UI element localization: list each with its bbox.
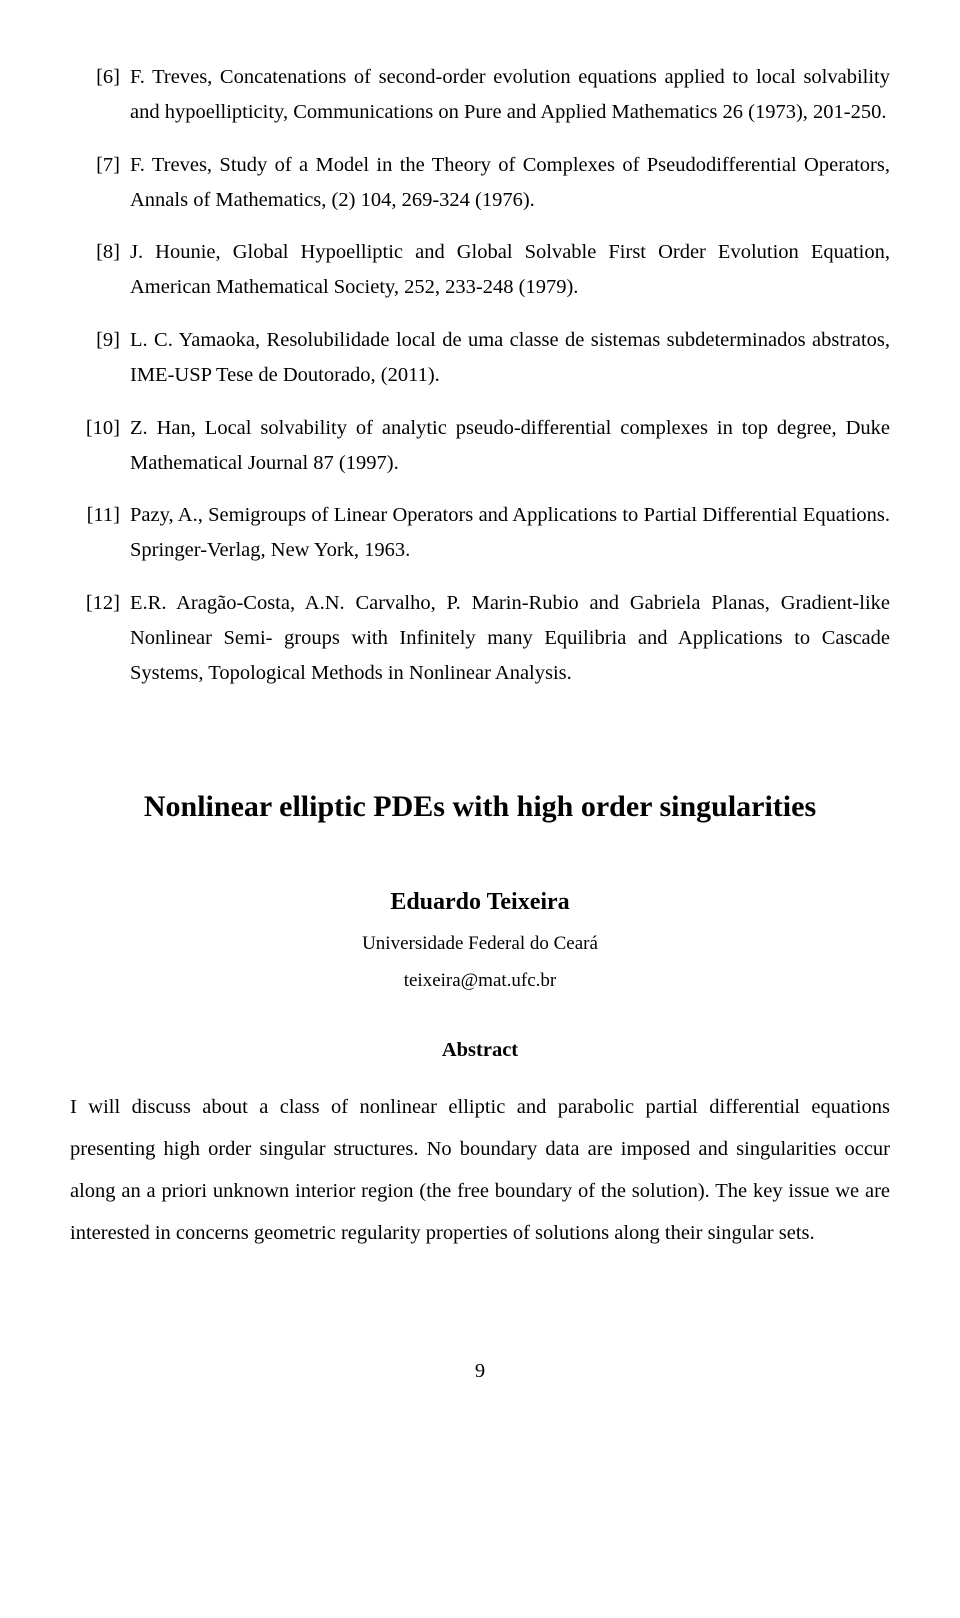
abstract-text: I will discuss about a class of nonlinea… [70, 1096, 890, 1244]
reference-text: F. Treves, Study of a Model in the Theor… [130, 148, 890, 218]
reference-text: Pazy, A., Semigroups of Linear Operators… [130, 498, 890, 568]
reference-text: E.R. Aragão-Costa, A.N. Carvalho, P. Mar… [130, 586, 890, 691]
reference-label: [9] [70, 323, 130, 393]
reference-item: [10] Z. Han, Local solvability of analyt… [70, 411, 890, 481]
reference-label: [10] [70, 411, 130, 481]
article-affiliation: Universidade Federal do Ceará [70, 928, 890, 960]
reference-item: [6] F. Treves, Concatenations of second-… [70, 60, 890, 130]
abstract-heading: Abstract [70, 1033, 890, 1068]
reference-label: [11] [70, 498, 130, 568]
reference-text: J. Hounie, Global Hypoelliptic and Globa… [130, 235, 890, 305]
article-author: Eduardo Teixeira [70, 882, 890, 923]
references-list: [6] F. Treves, Concatenations of second-… [70, 60, 890, 691]
reference-label: [8] [70, 235, 130, 305]
page-number: 9 [70, 1354, 890, 1389]
reference-item: [12] E.R. Aragão-Costa, A.N. Carvalho, P… [70, 586, 890, 691]
abstract-body: I will discuss about a class of nonlinea… [70, 1086, 890, 1254]
reference-item: [8] J. Hounie, Global Hypoelliptic and G… [70, 235, 890, 305]
reference-label: [7] [70, 148, 130, 218]
reference-label: [6] [70, 60, 130, 130]
reference-text: F. Treves, Concatenations of second-orde… [130, 60, 890, 130]
article-email: teixeira@mat.ufc.br [70, 965, 890, 997]
reference-text: L. C. Yamaoka, Resolubilidade local de u… [130, 323, 890, 393]
reference-item: [7] F. Treves, Study of a Model in the T… [70, 148, 890, 218]
reference-item: [9] L. C. Yamaoka, Resolubilidade local … [70, 323, 890, 393]
article-title: Nonlinear elliptic PDEs with high order … [70, 781, 890, 832]
reference-label: [12] [70, 586, 130, 691]
reference-text: Z. Han, Local solvability of analytic ps… [130, 411, 890, 481]
reference-item: [11] Pazy, A., Semigroups of Linear Oper… [70, 498, 890, 568]
